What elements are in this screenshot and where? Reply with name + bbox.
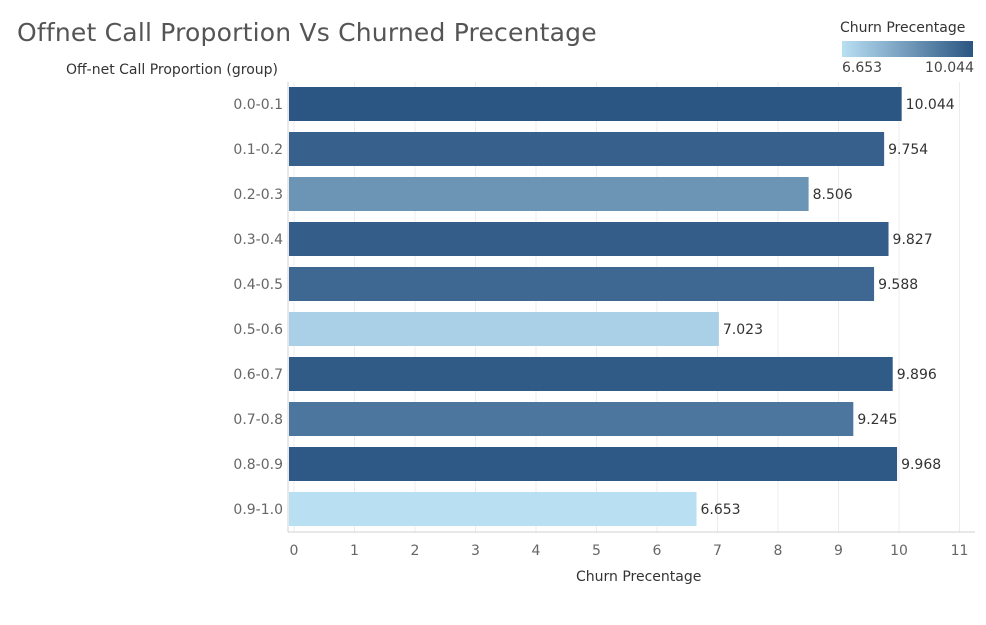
bar [289,447,898,481]
bar [289,357,893,391]
bar [289,267,875,301]
y-tick-label: 0.7-0.8 [233,412,283,428]
data-label: 9.588 [878,277,918,293]
data-label: 9.827 [893,232,933,248]
data-label: 9.896 [897,367,937,383]
data-label: 9.245 [857,412,897,428]
x-tick-label: 9 [834,543,843,559]
x-tick-label: 0 [290,543,299,559]
legend-min-label: 6.653 [842,60,883,76]
x-tick-label: 3 [471,543,480,559]
bar [289,492,697,526]
data-label: 9.754 [888,142,928,158]
legend-color-ramp [842,41,973,57]
legend-title: Churn Precentage [840,20,966,36]
bar [289,87,902,121]
x-tick-label: 10 [890,543,908,559]
data-label: 9.968 [901,457,941,473]
x-axis-title: Churn Precentage [576,569,702,585]
y-axis-title: Off-net Call Proportion (group) [66,62,278,78]
data-label: 7.023 [723,322,763,338]
bar [289,402,854,436]
bar [289,222,889,256]
y-tick-label: 0.1-0.2 [233,142,283,158]
chart-title: Offnet Call Proportion Vs Churned Precen… [17,18,597,47]
legend-max-label: 10.044 [925,60,974,76]
x-tick-label: 11 [951,543,969,559]
x-tick-label: 8 [774,543,783,559]
data-label: 8.506 [813,187,853,203]
y-tick-label: 0.9-1.0 [233,502,283,518]
y-tick-label: 0.5-0.6 [233,322,283,338]
y-tick-label: 0.2-0.3 [233,187,283,203]
bar [289,177,809,211]
y-tick-label: 0.6-0.7 [233,367,283,383]
x-tick-label: 7 [713,543,722,559]
x-tick-label: 1 [350,543,359,559]
x-tick-label: 2 [411,543,420,559]
y-tick-label: 0.0-0.1 [233,97,283,113]
x-tick-label: 4 [532,543,541,559]
y-tick-label: 0.8-0.9 [233,457,283,473]
data-label: 10.044 [906,97,955,113]
bar [289,132,885,166]
x-tick-label: 5 [592,543,601,559]
data-label: 6.653 [701,502,741,518]
bar [289,312,719,346]
x-tick-label: 6 [653,543,662,559]
y-tick-label: 0.3-0.4 [233,232,283,248]
y-tick-label: 0.4-0.5 [233,277,283,293]
